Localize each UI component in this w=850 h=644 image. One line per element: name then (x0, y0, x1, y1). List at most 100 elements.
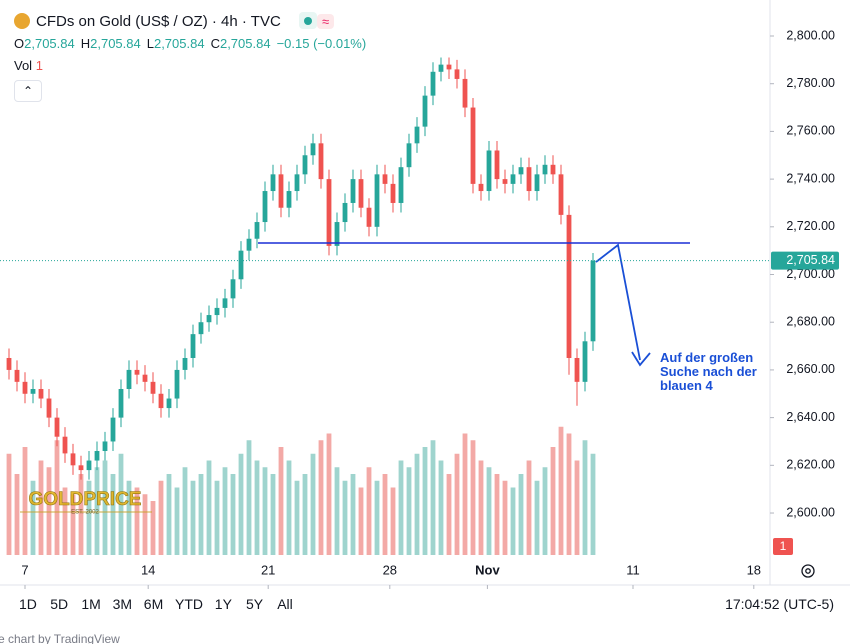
price-axis: 2,600.00 2,620.00 2,640.00 2,660.00 2,680.00… (770, 28, 835, 519)
candle-body (478, 183, 484, 192)
volume-bar (358, 487, 364, 555)
volume-bar (326, 433, 332, 555)
volume-bar (590, 453, 596, 555)
status-pill[interactable]: ≈ (316, 14, 335, 29)
volume-bar (350, 474, 356, 555)
candle-body (94, 451, 100, 461)
candle-body (390, 183, 396, 203)
volume-bar (334, 467, 340, 555)
candle-body (438, 64, 444, 72)
volume-bar (422, 447, 428, 555)
volume-bar (30, 480, 36, 555)
candle-body (526, 167, 532, 192)
candle-body (334, 222, 340, 246)
candle-body (494, 150, 500, 180)
volume-bar (430, 440, 436, 555)
candle-body (78, 465, 84, 471)
candle-body (454, 69, 460, 79)
annotation-line: blauen 4 (660, 378, 713, 393)
x-tick-label: Nov (475, 562, 500, 577)
timeframe-button[interactable]: All (277, 596, 293, 612)
collapse-button[interactable]: ⌃ (14, 80, 42, 102)
symbol-header: CFDs on Gold (US$ / OZ) · 4h · TVC ≈ (14, 12, 335, 30)
volume-bars (6, 426, 596, 555)
volume-bar (542, 467, 548, 555)
candle-body (550, 164, 556, 175)
volume-bar (158, 480, 164, 555)
symbol-icon (14, 13, 30, 29)
ohlc-value: 2,705.84 (24, 36, 75, 51)
volume-bar (558, 426, 564, 555)
timeframe-button[interactable]: 5Y (246, 596, 264, 612)
volume-bar (518, 474, 524, 555)
candle-body (102, 441, 108, 452)
volume-bar (254, 460, 260, 555)
price-change: −0.15 (−0.01%) (276, 36, 367, 51)
status-pill[interactable] (298, 12, 317, 29)
arrow-head (631, 351, 651, 367)
candle-body (118, 388, 124, 418)
volume-bar (382, 474, 388, 555)
candle-body (358, 179, 364, 208)
timeframe-button[interactable]: 1Y (214, 596, 232, 612)
volume-bar (206, 460, 212, 555)
candle-body (502, 179, 508, 184)
candle-body (318, 143, 324, 180)
candle-body (182, 357, 188, 370)
y-tick-label: 2,660.00 (786, 362, 835, 376)
volume-bar (62, 487, 68, 555)
timeframe-button[interactable]: 5D (50, 596, 69, 612)
candle-body (534, 174, 540, 192)
timeframe-button[interactable]: 6M (143, 596, 164, 612)
volume-bar (270, 474, 276, 555)
volume-bar (406, 467, 412, 555)
candle-body (422, 95, 428, 127)
candle-body (350, 179, 356, 203)
candle-body (462, 78, 468, 108)
candle-body (382, 174, 388, 184)
timeframe-button[interactable]: 1D (19, 596, 37, 612)
watermark: GOLDPRICE EST. 2002 (20, 489, 152, 516)
volume-bar (510, 487, 516, 555)
volume-bar (246, 440, 252, 555)
candle-body (230, 279, 236, 299)
volume-bar (286, 460, 292, 555)
volume-bar (126, 480, 132, 555)
ohlc-key: O (14, 36, 25, 51)
settings-icon[interactable] (801, 564, 815, 578)
candle-body (406, 143, 412, 168)
ohlc-key: L (146, 36, 154, 51)
candle-body (342, 202, 348, 223)
candle-body (110, 417, 116, 442)
timeframe-button[interactable]: 1M (81, 596, 101, 612)
candle-body (590, 260, 596, 342)
timeframe-button[interactable]: 3M (112, 596, 133, 612)
volume-bar (534, 480, 540, 555)
candle-body (150, 381, 156, 394)
volume-bar (78, 474, 84, 555)
candle-body (190, 334, 196, 358)
volume-bar (494, 474, 500, 555)
volume-bar (550, 447, 556, 555)
ohlc-key: H (80, 36, 91, 51)
candle-body (326, 179, 332, 246)
candle-body (30, 388, 36, 394)
ohlc-key: C (210, 36, 220, 51)
volume-bar (318, 440, 324, 555)
x-tick-label: 11 (626, 562, 640, 577)
candles (6, 57, 596, 480)
candle-body (86, 460, 92, 471)
candle-body (54, 417, 60, 437)
candle-body (366, 207, 372, 227)
x-tick-label: 14 (141, 562, 155, 577)
candle-body (486, 150, 492, 192)
volume-bar (174, 487, 180, 555)
volume-bar (182, 467, 188, 555)
x-tick-label: 28 (383, 562, 397, 577)
volume-bar (390, 487, 396, 555)
candle-body (446, 64, 452, 70)
timeframe-button[interactable]: YTD (175, 596, 203, 612)
volume-bar (526, 460, 532, 555)
